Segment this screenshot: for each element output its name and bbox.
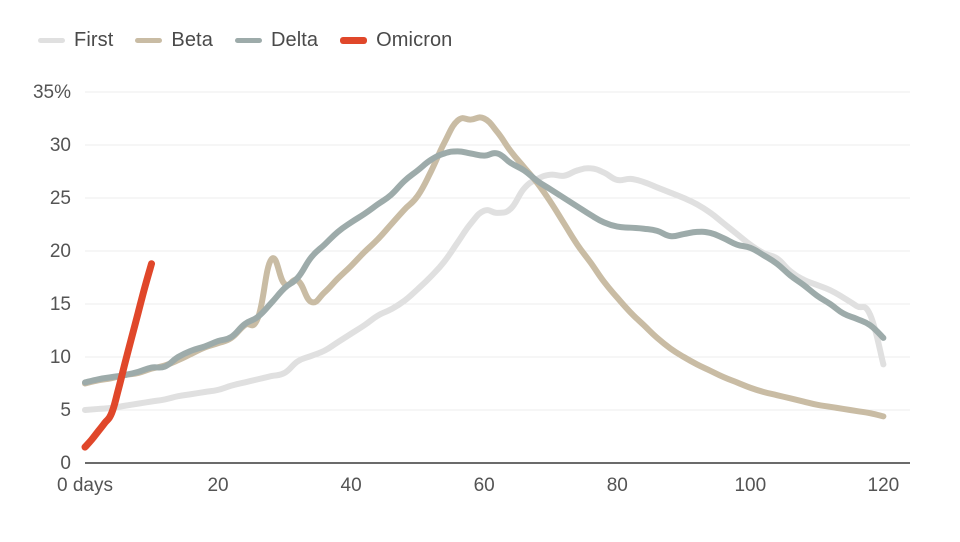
legend-label: Delta (270, 29, 319, 51)
x-axis-tick-label: 40 (341, 475, 362, 496)
series-line-omicron (81, 260, 156, 451)
line-swatch-icon (135, 37, 163, 43)
line-swatch-icon (234, 37, 262, 43)
x-axis-tick-label: 80 (607, 475, 628, 496)
legend-item-beta[interactable]: Beta (135, 30, 213, 50)
y-axis-tick-label: 25 (50, 188, 71, 209)
legend-label: First (74, 29, 114, 51)
legend-label: Omicron (376, 29, 453, 51)
x-axis-tick-label: 60 (474, 475, 495, 496)
y-axis-tick-label: 5 (60, 400, 71, 421)
gridlines-group (85, 91, 910, 464)
y-axis-tick-label: 30 (50, 135, 71, 156)
series-lines-group (81, 114, 887, 451)
y-axis-tick-label: 0 (60, 453, 71, 474)
y-axis-tick-label: 35% (33, 82, 71, 103)
x-axis-tick-label: 0 days (57, 475, 113, 496)
legend-item-delta[interactable]: Delta (234, 29, 319, 51)
chart-legend: First Beta Delta Omicron (38, 26, 452, 54)
y-axis-tick-label: 20 (50, 241, 71, 262)
line-swatch-icon (340, 36, 368, 44)
series-line-delta (82, 148, 887, 386)
y-axis-tick-label: 10 (50, 347, 71, 368)
legend-item-first[interactable]: First (38, 30, 113, 50)
series-line-beta (82, 114, 887, 420)
x-axis-tick-label: 100 (734, 475, 766, 496)
legend-item-omicron[interactable]: Omicron (340, 30, 452, 50)
series-line-first (82, 165, 887, 413)
x-axis-tick-label: 20 (207, 475, 228, 496)
x-axis-labels-group: 0 days 20 40 60 80 100 120 (57, 475, 899, 496)
y-axis-labels-group: 35% 30 25 20 15 10 5 0 (33, 82, 71, 474)
y-axis-tick-label: 15 (50, 294, 71, 315)
x-axis-tick-label: 120 (868, 475, 900, 496)
legend-label: Beta (171, 29, 213, 51)
line-swatch-icon (38, 37, 65, 43)
